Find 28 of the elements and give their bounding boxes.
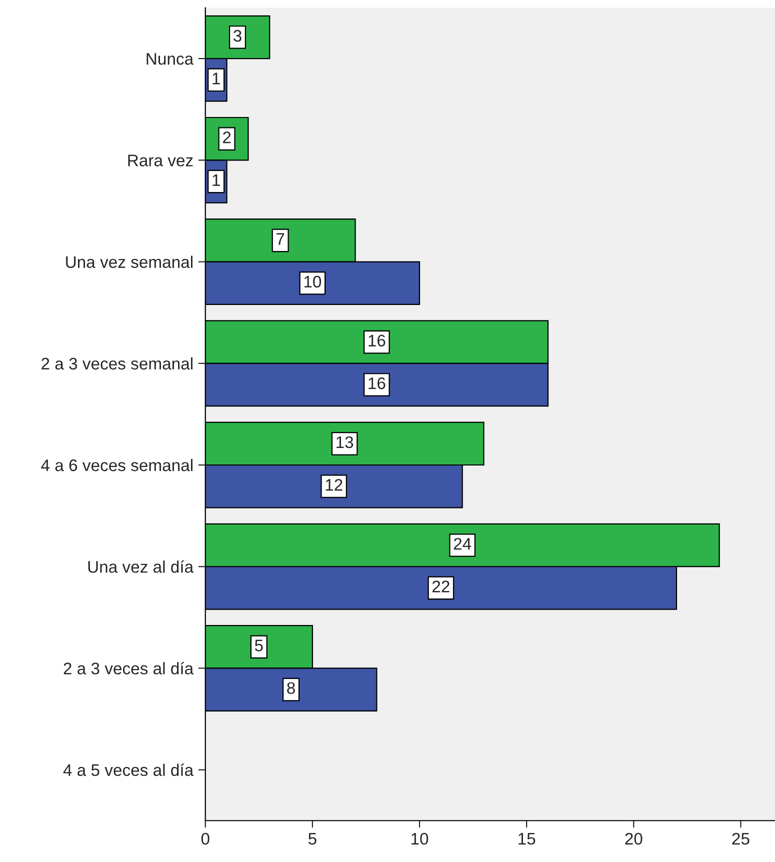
y-tick-label: Nunca xyxy=(146,53,194,65)
data-label: 10 xyxy=(304,276,322,288)
x-tick-label: 5 xyxy=(308,833,316,845)
y-tick-label: 2 a 3 veces al día xyxy=(64,662,194,674)
x-tick-label: 10 xyxy=(412,832,428,845)
data-label: 16 xyxy=(368,377,386,390)
data-label: 22 xyxy=(432,580,450,592)
data-label: 24 xyxy=(454,538,472,550)
y-tick-label: 4 a 5 veces al día xyxy=(63,764,194,776)
y-tick-label: 2 a 3 veces semanal xyxy=(42,357,192,370)
x-tick-label: 20 xyxy=(625,832,642,845)
y-tick-label: Una vez al día xyxy=(88,560,194,573)
data-label: 1 xyxy=(212,174,220,186)
x-tick-label: 0 xyxy=(201,832,210,845)
x-tick-label: 15 xyxy=(518,833,536,845)
data-label: 7 xyxy=(276,233,284,245)
data-label: 2 xyxy=(222,132,231,144)
data-label: 13 xyxy=(336,436,354,448)
y-tick-label: Una vez semanal xyxy=(66,256,192,268)
data-label: 3 xyxy=(234,30,242,42)
data-label: 5 xyxy=(254,640,263,652)
x-tick-label: 25 xyxy=(732,832,750,845)
data-label: 12 xyxy=(326,479,342,491)
y-tick-label: Rara vez xyxy=(128,154,193,166)
data-label: 16 xyxy=(368,334,386,347)
data-label: 1 xyxy=(212,72,220,84)
y-tick-label: 4 a 6 veces semanal xyxy=(41,458,192,472)
data-label: 8 xyxy=(287,682,295,694)
